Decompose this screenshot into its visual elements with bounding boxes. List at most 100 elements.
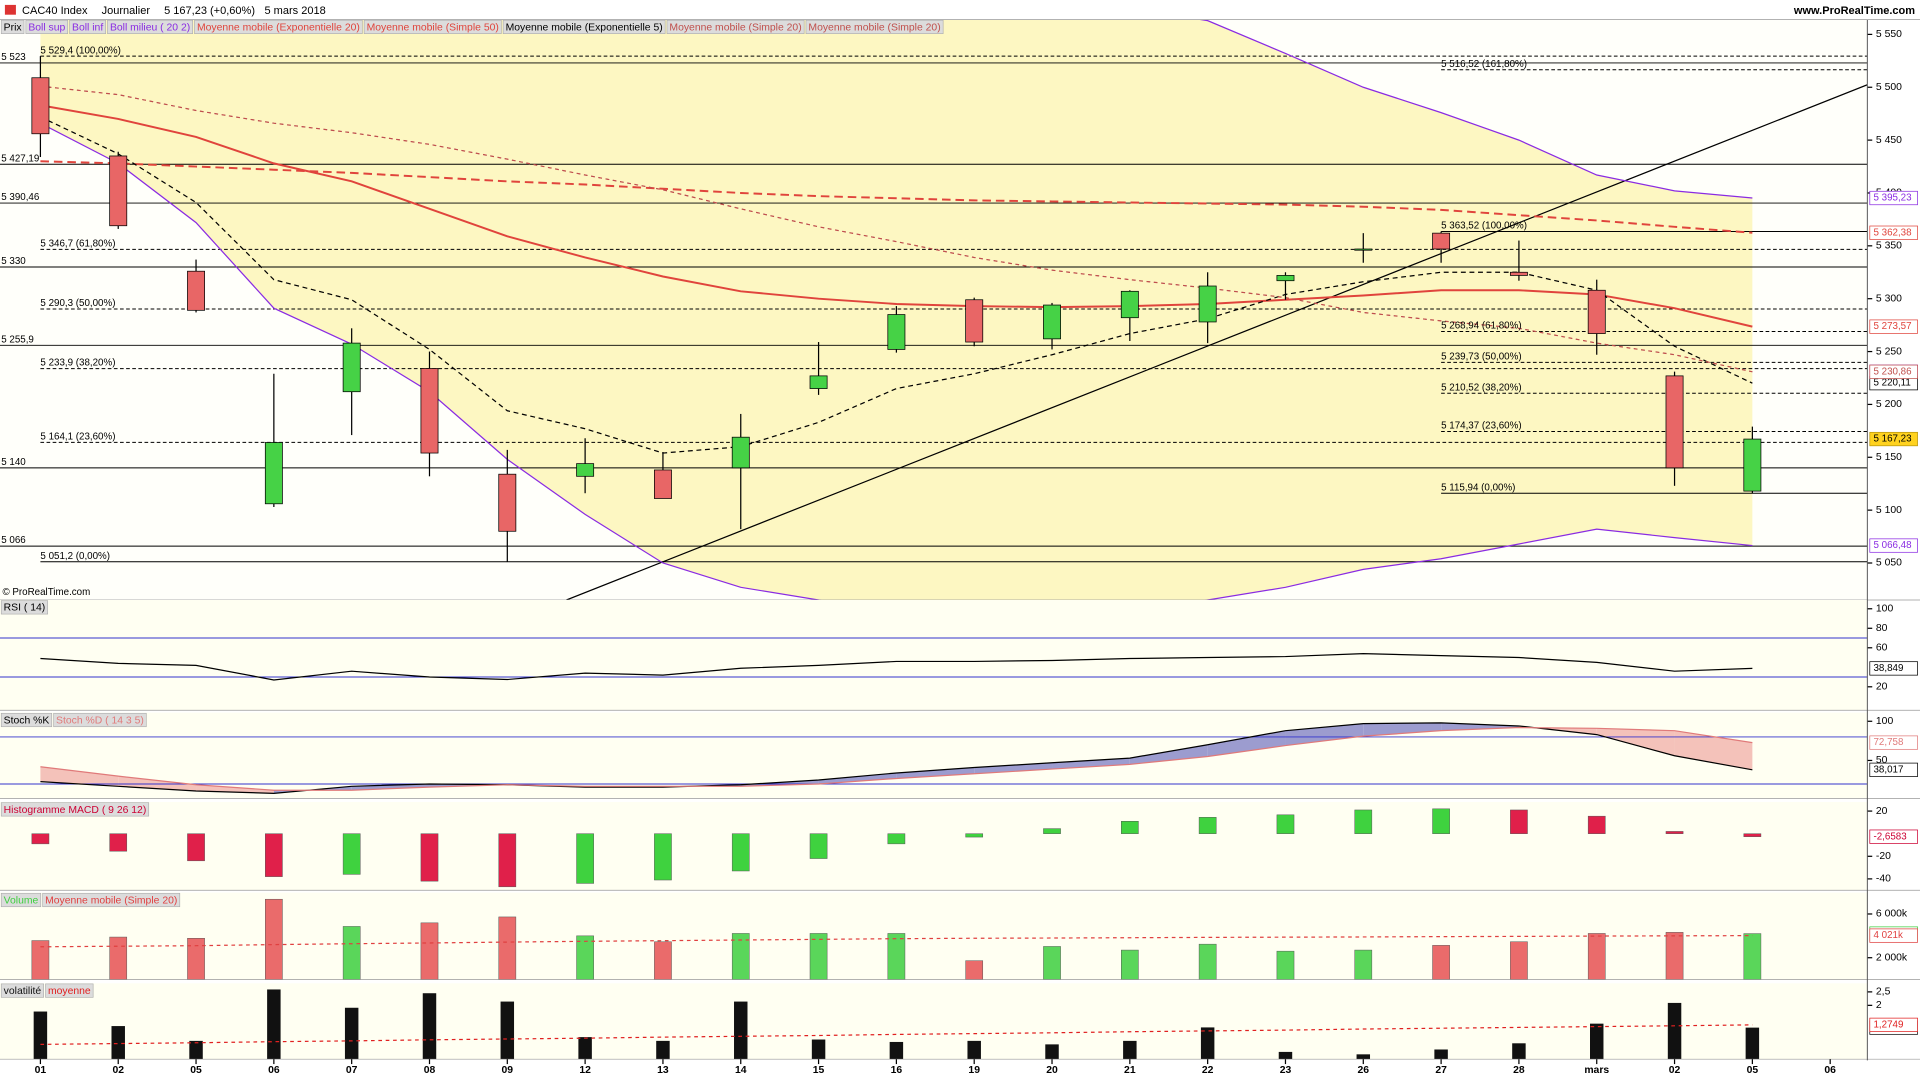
end-label-box: [1869, 1017, 1918, 1032]
bar: [31, 940, 50, 980]
x-tick-label: 21: [1124, 1065, 1136, 1076]
end-label: 4 021k: [1873, 930, 1902, 941]
bar: [965, 833, 984, 838]
last-price: 5 167,23 (+0,60%): [164, 5, 255, 17]
level-label: 5 255,9: [1, 334, 34, 345]
level-label: 5 290,3 (50,00%): [40, 298, 115, 309]
y-tick-label: 100: [1876, 604, 1894, 615]
legend-entry: Moyenne mobile (Exponentielle 5): [506, 22, 663, 33]
legend-box: [194, 19, 363, 34]
candle-body: [1198, 285, 1217, 323]
y-tick-label: 5 350: [1876, 241, 1902, 252]
instrument-icon: [4, 4, 16, 15]
series-line: [40, 1024, 1753, 1045]
plot-area: [31, 808, 1762, 888]
y-tick-label: 20: [1876, 806, 1888, 817]
end-label-box: [1869, 735, 1918, 750]
x-tick-label: 07: [346, 1065, 358, 1076]
trendline: [566, 84, 1868, 600]
candle-body: [1509, 271, 1528, 276]
x-tick-label: 16: [891, 1065, 903, 1076]
bar: [809, 933, 828, 980]
x-tick-label: 06: [268, 1065, 280, 1076]
level-label: 5 233,9 (38,20%): [40, 358, 115, 369]
bar: [576, 935, 594, 980]
site: www.ProRealTime.com: [1793, 5, 1915, 17]
legend-entry: Moyenne mobile (Simple 20): [45, 895, 177, 906]
bar: [109, 936, 128, 980]
legend-entry: Moyenne mobile (Simple 50): [367, 22, 499, 33]
end-label: 38,849: [1873, 663, 1903, 674]
period: Journalier: [102, 5, 151, 17]
legend-entry: Boll sup: [28, 22, 65, 33]
bar: [265, 833, 283, 877]
bar: [342, 926, 361, 980]
legend-box: [0, 712, 53, 728]
y-tick-label: 5 100: [1876, 505, 1902, 516]
legend-entry: moyenne: [48, 986, 91, 997]
end-label-box: [1869, 364, 1918, 379]
bar: [1043, 828, 1061, 834]
x-tick-label: 15: [813, 1065, 825, 1076]
date: 5 mars 2018: [264, 5, 325, 17]
candle-body: [420, 368, 439, 454]
series-line: [40, 122, 1753, 600]
bar: [109, 833, 128, 852]
y-tick-label: -40: [1876, 874, 1891, 885]
plot-area: [0, 637, 1868, 681]
bar: [267, 989, 281, 1060]
bar: [889, 1041, 904, 1060]
bar: [1587, 933, 1606, 980]
panel-background: [0, 712, 1868, 799]
bar: [1434, 1049, 1448, 1060]
bar: [1432, 808, 1450, 834]
bar: [731, 933, 750, 980]
candle-body: [1587, 289, 1606, 334]
bar: [1745, 1027, 1760, 1060]
bar: [1432, 945, 1450, 980]
y-tick-label: 2,5: [1876, 987, 1891, 998]
bar: [33, 1011, 48, 1060]
level-label: 5 529,4 (100,00%): [40, 45, 120, 56]
level-label: 5 210,52 (38,20%): [1441, 382, 1521, 393]
end-label: 5 167,23: [1873, 434, 1912, 445]
bar: [1665, 932, 1684, 980]
bar: [1276, 814, 1295, 834]
legend-box: [53, 712, 147, 728]
level-label: 5 346,7 (61,80%): [40, 238, 115, 249]
y-tick-label: -20: [1876, 851, 1891, 862]
x-tick-label: 28: [1513, 1065, 1525, 1076]
bar: [498, 833, 517, 888]
fill-between: [974, 762, 1053, 774]
bar: [500, 1001, 515, 1060]
series-line: [1197, 19, 1753, 199]
x-tick-label: 13: [657, 1065, 669, 1076]
candle-body: [576, 463, 595, 477]
bar: [187, 833, 205, 862]
x-tick-label: 23: [1280, 1065, 1292, 1076]
bar: [734, 1001, 748, 1060]
level-label: 5 427,19: [1, 153, 39, 164]
bar: [344, 1007, 359, 1060]
candle-body: [498, 473, 517, 532]
fill-between: [1363, 722, 1442, 737]
legend-entry: Moyenne mobile (Simple 20): [808, 22, 940, 33]
legend-entry: Moyenne mobile (Exponentielle 20): [197, 22, 360, 33]
fill-between: [1052, 758, 1130, 770]
candle-body: [1043, 304, 1061, 340]
legend-box: [805, 19, 944, 34]
candle-body: [264, 442, 283, 505]
bar: [1510, 809, 1528, 834]
legend-box: [666, 19, 805, 34]
y-tick-label: 2: [1876, 1000, 1882, 1011]
bar: [265, 898, 283, 980]
end-label-box: [1869, 661, 1918, 676]
legend-box: [42, 892, 181, 908]
y-tick-label: 5 050: [1876, 558, 1902, 569]
level-label: 5 330: [1, 256, 26, 267]
x-tick-label: 08: [424, 1065, 436, 1076]
y-tick-label: 50: [1876, 755, 1888, 766]
bar: [1276, 950, 1295, 980]
